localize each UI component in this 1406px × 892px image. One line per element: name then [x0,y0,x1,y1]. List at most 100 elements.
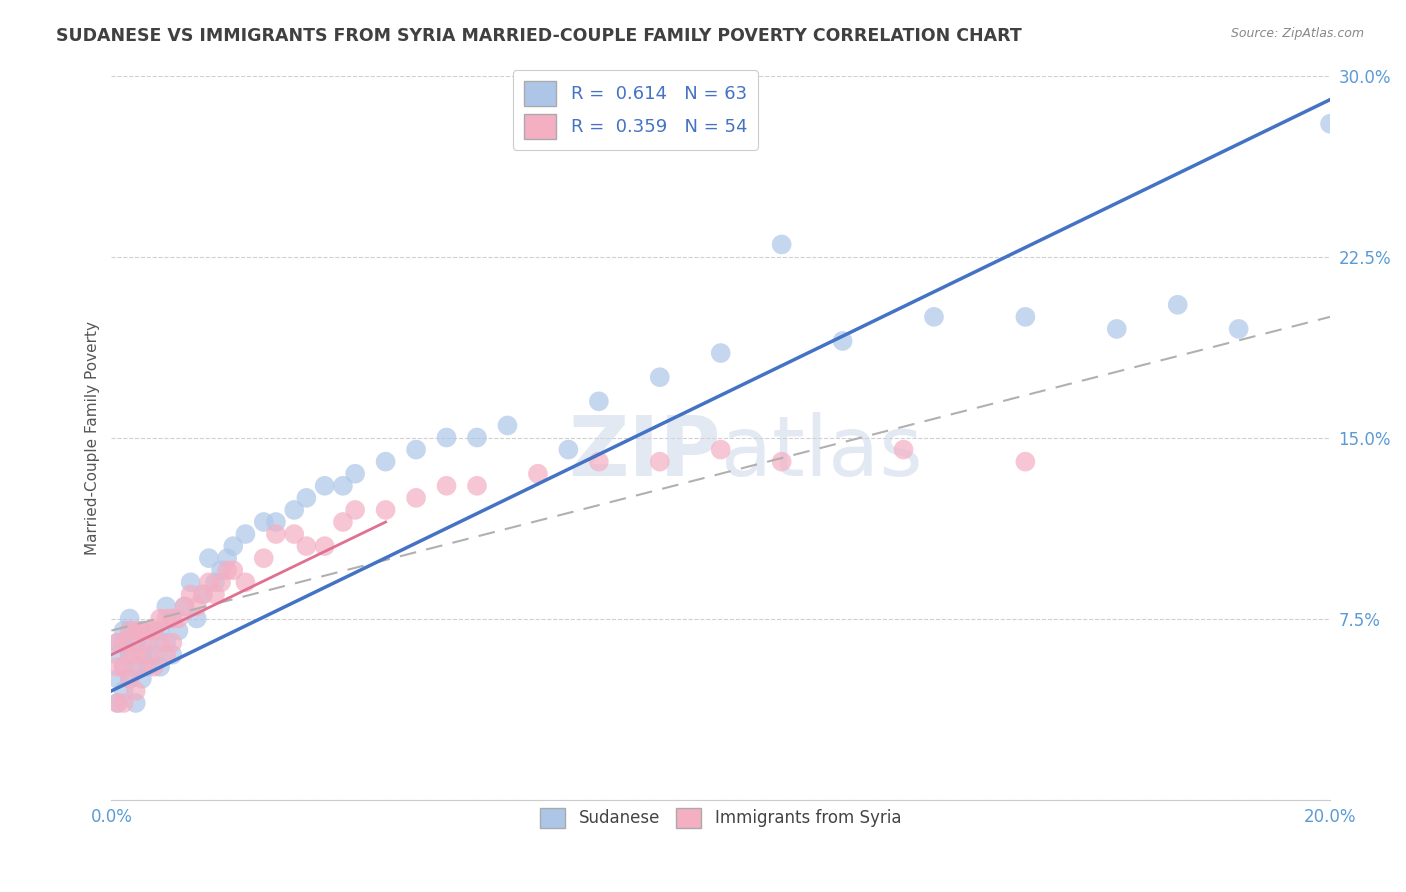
Point [235,575,257,590]
Point [465,430,488,444]
Point [149,611,172,625]
Point [253,515,276,529]
Point [107,672,129,686]
Point [1167,298,1189,312]
Point [125,648,148,662]
Y-axis label: Married-Couple Family Poverty: Married-Couple Family Poverty [86,320,100,555]
Point [283,503,305,517]
Point [314,479,336,493]
Point [167,624,190,638]
Point [180,587,202,601]
Point [191,587,214,601]
Legend: Sudanese, Immigrants from Syria: Sudanese, Immigrants from Syria [533,801,908,835]
Point [198,551,221,566]
Point [107,635,129,649]
Point [1227,322,1250,336]
Point [112,635,135,649]
Text: SUDANESE VS IMMIGRANTS FROM SYRIA MARRIED-COUPLE FAMILY POVERTY CORRELATION CHAR: SUDANESE VS IMMIGRANTS FROM SYRIA MARRIE… [56,27,1022,45]
Point [162,611,184,625]
Text: ZIP: ZIP [568,411,721,492]
Point [198,575,221,590]
Point [131,624,153,638]
Point [112,696,135,710]
Point [710,346,733,360]
Point [264,527,287,541]
Point [204,575,226,590]
Text: Source: ZipAtlas.com: Source: ZipAtlas.com [1230,27,1364,40]
Point [131,648,153,662]
Point [107,660,129,674]
Point [831,334,853,348]
Point [295,539,318,553]
Point [118,648,141,662]
Point [162,611,184,625]
Point [1014,455,1036,469]
Point [344,503,367,517]
Point [209,575,232,590]
Point [131,624,153,638]
Point [149,660,172,674]
Point [136,624,159,638]
Point [131,635,153,649]
Point [465,479,488,493]
Point [1105,322,1128,336]
Point [155,635,177,649]
Point [143,648,166,662]
Point [710,442,733,457]
Point [112,624,135,638]
Point [118,672,141,686]
Point [235,527,257,541]
Text: atlas: atlas [721,411,922,492]
Point [332,479,354,493]
Point [527,467,550,481]
Point [344,467,367,481]
Point [112,635,135,649]
Point [332,515,354,529]
Point [283,527,305,541]
Point [143,624,166,638]
Point [893,442,915,457]
Point [173,599,195,614]
Point [770,455,793,469]
Point [155,648,177,662]
Point [125,696,148,710]
Point [107,648,129,662]
Point [648,370,671,384]
Point [222,539,245,553]
Point [922,310,945,324]
Point [222,563,245,577]
Point [314,539,336,553]
Point [118,672,141,686]
Point [107,696,129,710]
Point [186,611,208,625]
Point [112,660,135,674]
Point [648,455,671,469]
Point [118,611,141,625]
Point [557,442,579,457]
Point [1319,117,1341,131]
Point [112,684,135,698]
Point [149,624,172,638]
Point [155,611,177,625]
Point [374,455,396,469]
Point [155,599,177,614]
Point [136,660,159,674]
Point [118,624,141,638]
Point [136,648,159,662]
Point [131,672,153,686]
Point [143,660,166,674]
Point [264,515,287,529]
Point [180,575,202,590]
Point [217,551,239,566]
Point [770,237,793,252]
Point [588,394,610,409]
Point [162,635,184,649]
Point [118,648,141,662]
Point [436,479,458,493]
Point [112,660,135,674]
Point [405,442,427,457]
Point [186,599,208,614]
Point [118,624,141,638]
Point [125,660,148,674]
Point [149,635,172,649]
